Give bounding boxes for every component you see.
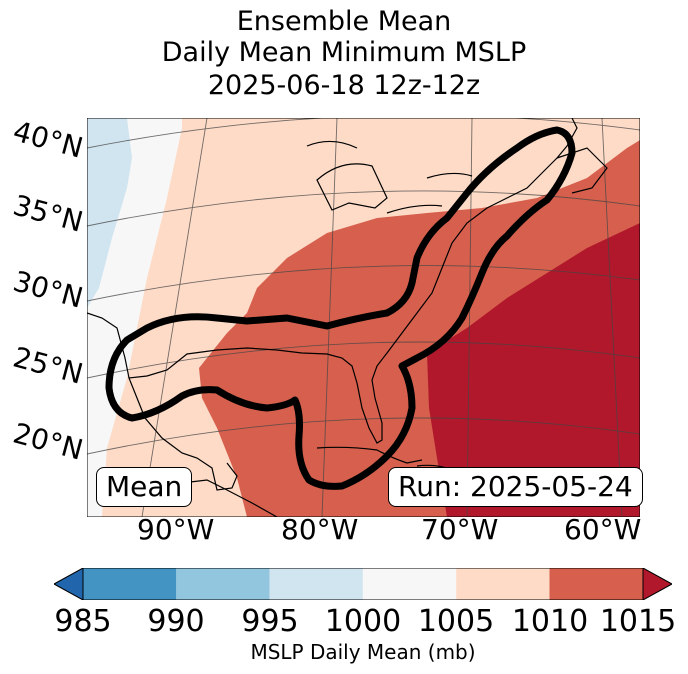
lon-label-70w: 70°W bbox=[421, 513, 499, 546]
colorbar-bin-995-1000 bbox=[269, 568, 363, 600]
lat-label-30n: 30°N bbox=[9, 264, 87, 315]
region-outline bbox=[105, 126, 576, 490]
colorbar-tick-995: 995 bbox=[241, 604, 299, 639]
field-995-1000 bbox=[87, 118, 132, 308]
field-1015-plus bbox=[427, 223, 640, 517]
chart-title-line-2: Daily Mean Minimum MSLP bbox=[161, 37, 527, 68]
colorbar-bin-1000-1005 bbox=[362, 568, 457, 600]
lat-label-35n: 35°N bbox=[9, 188, 87, 239]
lon-label-80w: 80°W bbox=[281, 513, 359, 546]
colorbar-tick-1005: 1005 bbox=[417, 604, 495, 639]
lat-label-40n: 40°N bbox=[9, 114, 87, 165]
chart-title-line-3: 2025-06-18 12z-12z bbox=[207, 70, 481, 101]
graticule-35n bbox=[87, 190, 640, 227]
graticule-60w bbox=[601, 118, 623, 517]
colorbar-bin-1005-1010 bbox=[456, 568, 550, 600]
colorbar-tick-1000: 1000 bbox=[324, 604, 402, 639]
graticule-80w bbox=[321, 118, 338, 517]
graticule-30n bbox=[87, 265, 640, 302]
colorbar-tick-1010: 1010 bbox=[511, 604, 589, 639]
cuba-outline bbox=[316, 446, 423, 464]
lon-label-60w: 60°W bbox=[564, 513, 642, 546]
colorbar-over-arrow bbox=[642, 568, 672, 600]
colorbar-bin-990-995 bbox=[176, 568, 270, 600]
us-east-gulf-coast bbox=[87, 118, 578, 444]
mean-label-box: Mean bbox=[96, 467, 193, 507]
colorbar-bin-1010-1015 bbox=[549, 568, 643, 600]
lake-superior bbox=[306, 140, 358, 149]
lat-label-25n: 25°N bbox=[9, 340, 87, 391]
nova-scotia-coast bbox=[556, 147, 608, 194]
colorbar-bin-985-990 bbox=[83, 568, 177, 600]
colorbar-tick-985: 985 bbox=[54, 604, 112, 639]
colorbar-label: MSLP Daily Mean (mb) bbox=[250, 640, 476, 664]
colorbar bbox=[54, 568, 672, 600]
lon-label-90w: 90°W bbox=[137, 513, 215, 546]
colorbar-tick-990: 990 bbox=[147, 604, 205, 639]
mexico-coast bbox=[128, 377, 238, 491]
lake-michigan-huron bbox=[316, 163, 388, 211]
run-date-box: Run: 2025-05-24 bbox=[388, 467, 643, 507]
colorbar-frame bbox=[82, 568, 644, 600]
graticule-40n bbox=[87, 118, 640, 149]
lake-ontario bbox=[426, 172, 473, 179]
map-panel bbox=[87, 118, 640, 517]
lake-erie bbox=[386, 204, 443, 214]
chart-title-line-1: Ensemble Mean bbox=[236, 6, 452, 37]
lat-label-20n: 20°N bbox=[9, 416, 87, 467]
colorbar-tick-1015: 1015 bbox=[599, 604, 677, 639]
graticule-25n bbox=[87, 341, 640, 379]
central-america-coast bbox=[181, 479, 278, 517]
colorbar-under-arrow bbox=[54, 568, 84, 600]
